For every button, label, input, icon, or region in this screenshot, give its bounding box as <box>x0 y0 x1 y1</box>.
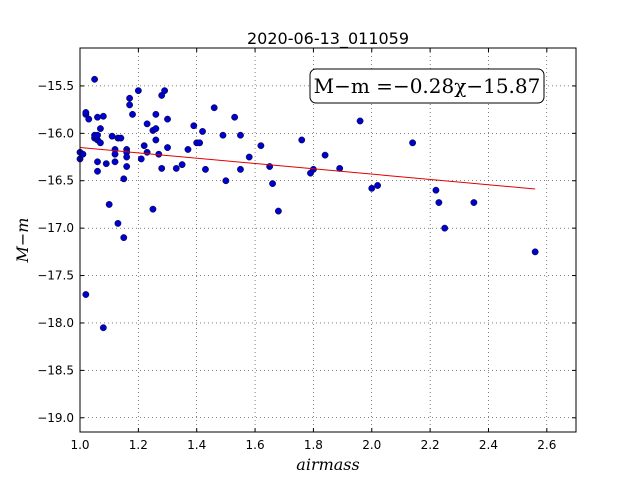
data-points <box>76 75 539 332</box>
x-tick-label: 1.8 <box>304 438 323 452</box>
axis-ticks: 1.0 1.2 1.4 1.6 1.8 2.0 2.2 2.4 2.6 −15.5 −16.0 −16… <box>37 48 576 452</box>
data-point <box>94 167 101 175</box>
data-point <box>245 153 253 161</box>
data-point <box>97 125 104 132</box>
data-point <box>231 113 239 121</box>
y-tick-label: −17.5 <box>37 269 74 283</box>
y-axis-label: M−m <box>13 218 32 264</box>
data-point <box>82 109 90 116</box>
data-point <box>164 144 171 151</box>
data-point <box>374 182 381 189</box>
fit-annotation: M−m =−0.28χ−15.87 <box>309 68 545 104</box>
data-point <box>222 177 230 185</box>
data-point <box>531 248 539 256</box>
data-point <box>120 234 128 242</box>
data-point <box>237 165 244 173</box>
data-point <box>111 150 119 158</box>
data-point <box>102 160 110 168</box>
data-point <box>202 165 209 173</box>
data-point <box>82 291 90 298</box>
data-point <box>321 151 329 159</box>
data-point <box>79 150 87 158</box>
data-point <box>137 155 145 163</box>
data-point <box>237 131 244 139</box>
data-point <box>134 87 142 95</box>
y-tick-label: −18.0 <box>37 316 74 330</box>
data-point <box>435 199 443 206</box>
data-point <box>143 148 151 156</box>
data-point <box>123 153 131 161</box>
data-point <box>117 134 125 142</box>
data-point <box>85 115 93 123</box>
data-point <box>108 132 116 140</box>
x-axis-label: airmass <box>296 455 359 474</box>
data-point <box>94 158 101 166</box>
data-point <box>149 205 157 213</box>
data-point <box>99 324 107 332</box>
data-point <box>120 175 128 183</box>
data-point <box>368 184 376 192</box>
data-point <box>274 207 282 215</box>
data-point <box>196 139 204 147</box>
data-point <box>91 75 98 83</box>
y-tick-label: −19.0 <box>37 411 74 425</box>
data-point <box>219 131 227 139</box>
x-tick-label: 1.2 <box>129 438 148 452</box>
data-point <box>152 110 160 118</box>
y-tick-label: −18.5 <box>37 363 74 377</box>
data-point <box>152 136 160 144</box>
data-point <box>152 125 160 132</box>
y-tick-label: −16.5 <box>37 174 74 188</box>
data-point <box>97 139 104 147</box>
data-point <box>356 117 364 125</box>
chart-title: 2020-06-13_011059 <box>247 29 409 49</box>
data-point <box>129 110 136 118</box>
data-point <box>105 201 113 208</box>
data-point <box>140 142 148 150</box>
data-point <box>111 158 119 166</box>
data-point <box>257 142 265 150</box>
grid-lines <box>80 48 576 432</box>
data-point <box>190 122 198 130</box>
x-tick-label: 1.0 <box>70 438 89 452</box>
data-point <box>210 104 218 112</box>
y-tick-label: −17.0 <box>37 221 74 235</box>
fit-line <box>79 147 536 190</box>
data-point <box>470 199 478 206</box>
data-point <box>199 128 206 135</box>
data-point <box>184 146 192 153</box>
data-point <box>94 113 101 121</box>
data-point <box>123 163 131 170</box>
data-point <box>161 87 169 95</box>
data-point <box>409 139 417 147</box>
annotation-text: M−m =−0.28χ−15.87 <box>314 74 541 98</box>
data-point <box>172 165 180 172</box>
data-point <box>269 180 276 187</box>
data-point <box>158 165 166 172</box>
data-point <box>94 131 101 139</box>
data-point <box>126 94 134 102</box>
data-point <box>432 186 440 194</box>
data-point <box>178 161 186 169</box>
x-tick-label: 1.4 <box>187 438 206 452</box>
y-tick-label: −15.5 <box>37 79 74 93</box>
x-tick-label: 1.6 <box>246 438 265 452</box>
data-point <box>99 112 107 120</box>
plot-area <box>79 47 577 433</box>
x-tick-label: 2.6 <box>537 438 556 452</box>
data-point <box>114 220 122 227</box>
x-tick-label: 2.0 <box>362 438 381 452</box>
x-tick-label: 2.4 <box>479 438 498 452</box>
data-point <box>441 224 449 232</box>
data-point <box>143 120 151 128</box>
annotation-box <box>309 68 545 104</box>
x-tick-label: 2.2 <box>421 438 440 452</box>
data-point <box>164 115 171 123</box>
data-point <box>126 101 134 109</box>
data-point <box>298 136 306 144</box>
y-tick-label: −16.0 <box>37 126 74 140</box>
